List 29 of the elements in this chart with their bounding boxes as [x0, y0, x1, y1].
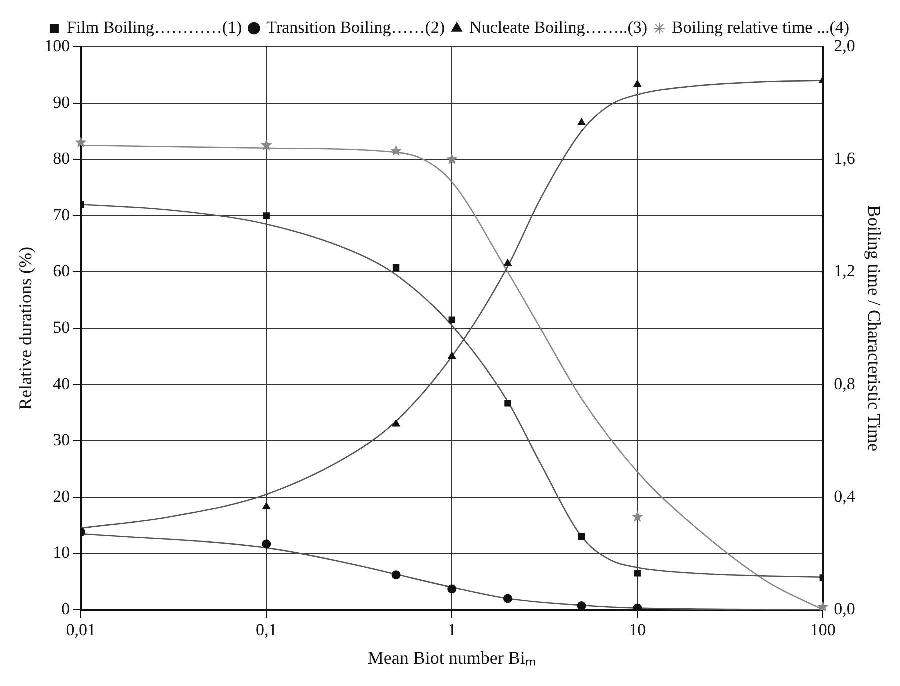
y-tick-label: 20 [53, 486, 70, 506]
y-tick-label: 0 [62, 599, 70, 618]
x-tick-label: 10 [629, 620, 646, 640]
legend-label: Film Boiling…………(1) [66, 18, 242, 37]
y2-tick-label: 1,2 [834, 262, 856, 281]
x-tick-label: 1 [448, 620, 456, 640]
y2-tick-label: 0,0 [834, 599, 856, 618]
y-tick-label: 10 [53, 543, 70, 562]
x-tick-label: 0,01 [66, 620, 96, 640]
y-tick-label: 100 [44, 36, 70, 56]
x-tick-label: 100 [810, 620, 836, 640]
y-tick-label: 30 [53, 430, 70, 450]
y2-axis-title: Boiling time / Characteristic Time [864, 206, 884, 452]
legend-label: Transition Boiling……(2) [266, 18, 446, 37]
y-tick-label: 90 [53, 92, 70, 112]
y2-tick-label: 0,8 [834, 374, 856, 394]
y2-tick-label: 2,0 [834, 36, 856, 56]
y2-tick-label: 0,4 [834, 486, 856, 506]
x-tick-label: 0,1 [256, 620, 278, 640]
y-tick-label: 80 [53, 149, 70, 168]
legend-label: Boiling relative time ...(4) [672, 18, 850, 37]
y-tick-label: 40 [53, 374, 70, 394]
legend-label: Nucleate Boiling……..(3) [470, 18, 648, 37]
y-tick-label: 60 [53, 262, 70, 281]
y2-tick-label: 1,6 [834, 149, 856, 168]
y-axis-title: Relative durations (%) [16, 247, 36, 410]
y-tick-label: 50 [53, 318, 70, 337]
x-axis-title: Mean Biot number Biₘ [368, 648, 536, 668]
y-tick-label: 70 [53, 205, 70, 224]
